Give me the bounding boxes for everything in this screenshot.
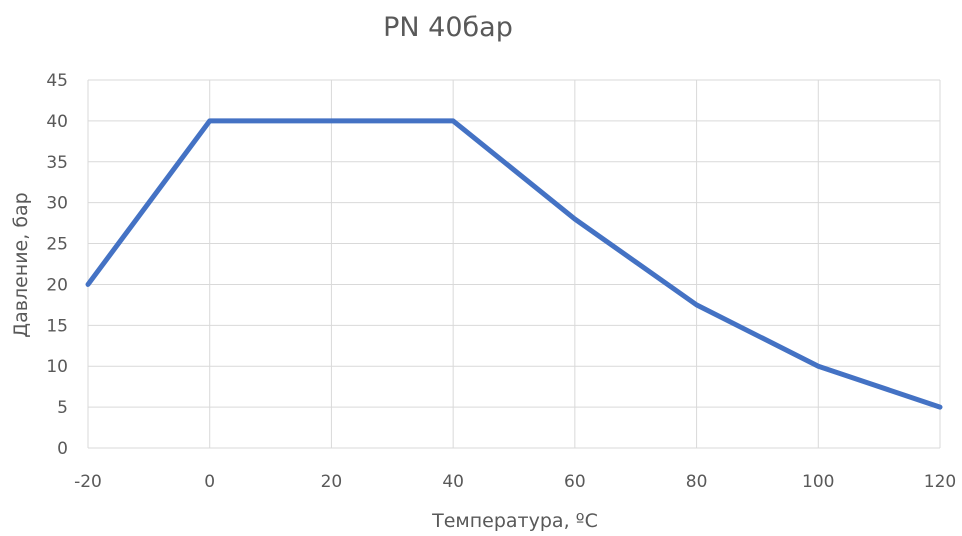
y-axis-title: Давление, бар	[10, 192, 32, 337]
y-tick-label: 30	[46, 194, 68, 214]
y-tick-label: 10	[46, 357, 68, 377]
x-axis-title: Температура, ºС	[431, 510, 598, 532]
x-tick-label: 120	[924, 472, 956, 492]
grid	[87, 79, 941, 449]
y-tick-label: 25	[46, 235, 68, 255]
x-tick-label: 60	[564, 472, 586, 492]
x-tick-label: 100	[802, 472, 834, 492]
y-tick-label: 45	[46, 71, 68, 91]
x-tick-label: 20	[321, 472, 343, 492]
y-axis-ticks: 0 5 10 15 20 25 30 35 40 45	[46, 71, 68, 459]
y-tick-label: 35	[46, 153, 68, 173]
y-tick-label: 20	[46, 275, 68, 295]
y-tick-label: 5	[57, 398, 68, 418]
series-layer	[85, 118, 943, 410]
x-tick-label: 80	[686, 472, 708, 492]
y-tick-label: 40	[46, 112, 68, 132]
x-axis-ticks: -20 0 20 40 60 80 100 120	[74, 472, 956, 492]
y-tick-label: 15	[46, 316, 68, 336]
x-tick-label: 40	[442, 472, 464, 492]
series-line	[85, 118, 943, 410]
y-tick-label: 0	[57, 439, 68, 459]
x-tick-label: -20	[74, 472, 102, 492]
chart-title: PN 40бар	[383, 12, 513, 43]
x-tick-label: 0	[204, 472, 215, 492]
